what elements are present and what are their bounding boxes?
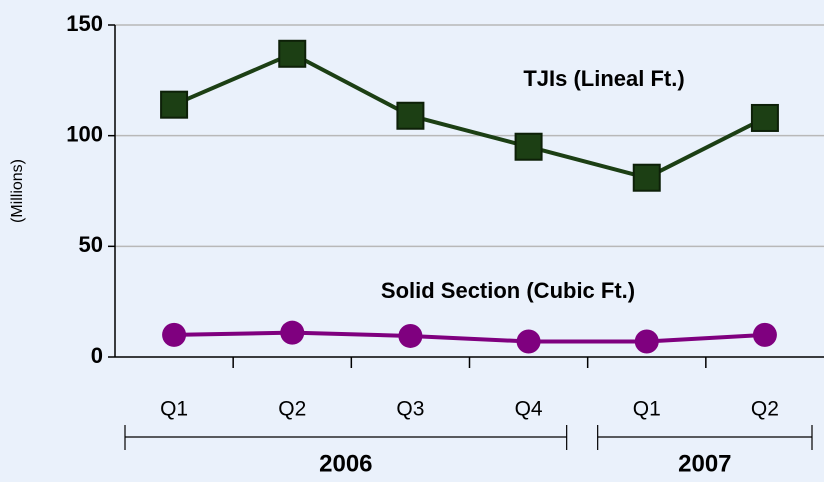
y-tick-label: 0 xyxy=(91,343,103,368)
x-tick-label: Q3 xyxy=(396,398,424,421)
group-label: 2006 xyxy=(319,450,372,477)
series-line xyxy=(174,330,766,344)
x-tick-label: Q4 xyxy=(515,398,543,421)
series-line xyxy=(173,51,766,180)
series-label: Solid Section (Cubic Ft.) xyxy=(381,278,635,303)
y-tick-label: 50 xyxy=(79,232,103,257)
marker xyxy=(752,322,777,347)
marker xyxy=(398,323,423,348)
series-label: TJIs (Lineal Ft.) xyxy=(523,66,684,91)
marker xyxy=(278,39,307,68)
marker xyxy=(160,90,189,119)
y-axis-label: (Millions) xyxy=(9,159,26,223)
y-tick-label: 150 xyxy=(66,11,103,36)
marker xyxy=(750,103,779,132)
marker xyxy=(634,329,659,354)
x-tick-label: Q2 xyxy=(751,398,779,421)
x-tick-label: Q2 xyxy=(278,398,306,421)
group-label: 2007 xyxy=(678,450,731,477)
marker xyxy=(632,163,661,192)
marker xyxy=(162,322,187,347)
marker xyxy=(514,132,543,161)
y-tick-label: 100 xyxy=(66,121,103,146)
marker xyxy=(280,320,305,345)
marker xyxy=(396,101,425,130)
x-tick-label: Q1 xyxy=(160,398,188,421)
marker xyxy=(516,329,541,354)
x-tick-label: Q1 xyxy=(633,398,661,421)
